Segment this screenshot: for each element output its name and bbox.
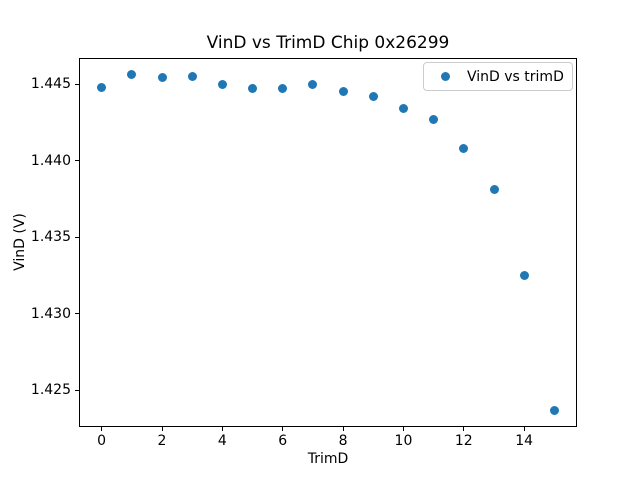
data-point <box>187 71 197 81</box>
x-tick-label: 12 <box>454 433 473 449</box>
chart-title: VinD vs TrimD Chip 0x26299 <box>206 33 450 53</box>
x-tick <box>342 427 344 431</box>
data-point <box>157 73 167 83</box>
y-tick-label: 1.445 <box>30 76 71 93</box>
data-point <box>127 70 137 80</box>
x-tick <box>101 427 103 431</box>
data-point <box>519 270 529 280</box>
y-tick-label: 1.440 <box>30 152 71 169</box>
x-tick-label: 8 <box>338 433 348 449</box>
x-tick-label: 6 <box>278 433 288 449</box>
y-tick <box>75 83 79 85</box>
data-point <box>278 84 288 94</box>
scatter-marker-icon <box>441 72 450 81</box>
y-tick-label: 1.425 <box>30 382 71 399</box>
data-point <box>217 79 227 89</box>
data-point <box>97 82 107 92</box>
x-tick-label: 4 <box>217 433 227 449</box>
x-tick-label: 2 <box>157 433 167 449</box>
x-tick <box>402 427 404 431</box>
legend: VinD vs trimD <box>423 62 573 91</box>
x-tick <box>523 427 525 431</box>
data-point <box>248 84 258 94</box>
x-tick-label: 10 <box>394 433 413 449</box>
y-tick-label: 1.435 <box>30 229 71 246</box>
x-tick <box>161 427 163 431</box>
y-tick <box>75 160 79 162</box>
y-tick <box>75 313 79 315</box>
x-tick <box>221 427 223 431</box>
data-point <box>459 143 469 153</box>
x-tick <box>463 427 465 431</box>
x-tick <box>282 427 284 431</box>
x-tick-label: 14 <box>515 433 534 449</box>
data-point <box>338 87 348 97</box>
data-point <box>549 405 559 415</box>
data-point <box>368 91 378 101</box>
data-point <box>429 114 439 124</box>
legend-label: VinD vs trimD <box>467 68 564 85</box>
data-point <box>398 104 408 114</box>
data-point <box>489 185 499 195</box>
axes: VinD vs trimD <box>79 58 577 427</box>
data-point <box>308 79 318 89</box>
y-tick-label: 1.430 <box>30 305 71 322</box>
x-tick-label: 0 <box>97 433 107 449</box>
y-tick <box>75 236 79 238</box>
y-tick <box>75 389 79 391</box>
x-axis-label: TrimD <box>307 451 349 467</box>
